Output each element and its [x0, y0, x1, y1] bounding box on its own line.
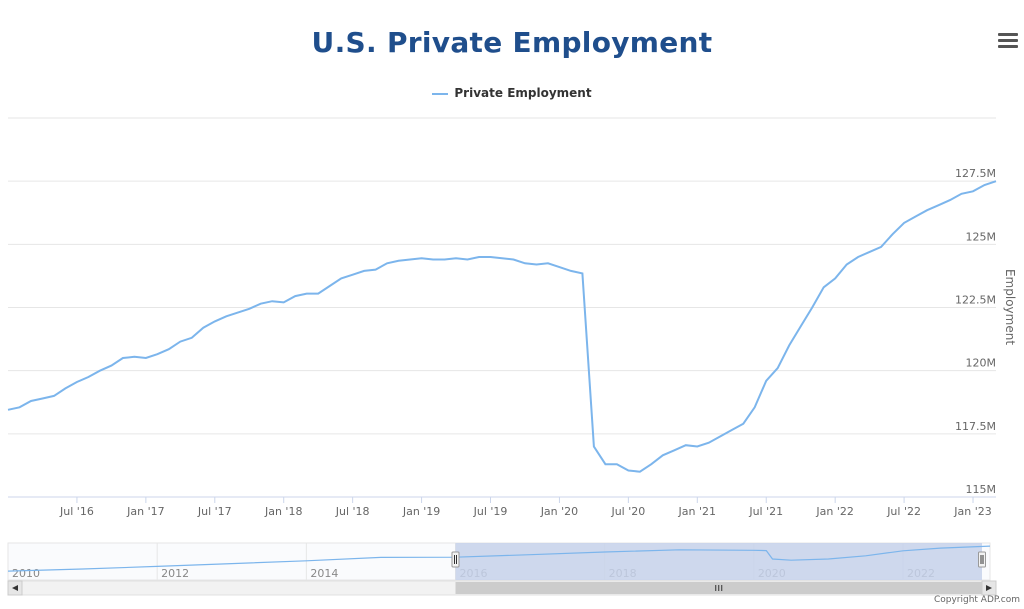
- x-tick-label: Jul '16: [59, 505, 94, 518]
- x-tick-label: Jul '21: [748, 505, 783, 518]
- hamburger-menu-icon[interactable]: [998, 33, 1018, 51]
- scroll-right-button[interactable]: [981, 580, 997, 596]
- legend-line-swatch: [432, 92, 449, 95]
- navigator-handle-left[interactable]: [451, 551, 460, 568]
- x-tick-label: Jan '17: [126, 505, 164, 518]
- series-line-private-employment[interactable]: [7, 180, 997, 473]
- x-tick-label: Jul '19: [473, 505, 508, 518]
- chart-title: U.S. Private Employment: [311, 26, 713, 59]
- x-axis: Jul '16 Jan '17 Jul '17 Jan '18 Jul '18 Jan '…: [59, 497, 992, 518]
- arrow-left-icon: [12, 585, 18, 591]
- legend[interactable]: Private Employment: [0, 86, 1024, 100]
- legend-label[interactable]: Private Employment: [454, 86, 592, 100]
- x-tick-label: Jul '17: [197, 505, 232, 518]
- gridlines: [8, 117, 996, 498]
- x-tick-label: Jan '21: [678, 505, 716, 518]
- navigator[interactable]: 2010201220142016201820202022: [7, 542, 991, 581]
- navigator-handle-right[interactable]: [978, 551, 986, 568]
- navigator-series-line: [7, 545, 991, 572]
- x-tick-label: Jul '20: [610, 505, 645, 518]
- x-tick-label: Jul '22: [886, 505, 921, 518]
- copyright-text[interactable]: Copyright ADP.com: [933, 595, 1020, 605]
- y-tick-label: 122.5M: [955, 294, 996, 307]
- x-tick-label: Jan '23: [953, 505, 991, 518]
- navigator-selection[interactable]: [455, 543, 983, 580]
- scroll-left-button[interactable]: [7, 580, 23, 596]
- y-tick-label: 115M: [966, 483, 997, 496]
- navigator-year-label: 2012: [161, 567, 189, 580]
- scrollbar[interactable]: [7, 580, 997, 596]
- navigator-year-label: 2014: [310, 567, 338, 580]
- arrow-right-icon: [986, 585, 992, 591]
- y-tick-label: 120M: [966, 357, 997, 370]
- y-axis-label: Employment: [1003, 269, 1017, 345]
- x-tick-label: Jul '18: [335, 505, 370, 518]
- y-tick-label: 127.5M: [955, 167, 996, 180]
- navigator-year-label: 2010: [12, 567, 40, 580]
- y-tick-label: 125M: [966, 230, 997, 243]
- x-tick-label: Jan '18: [264, 505, 302, 518]
- y-axis: 115M 117.5M 120M 122.5M 125M 127.5M: [955, 167, 996, 496]
- x-tick-label: Jan '20: [540, 505, 578, 518]
- grip-icon: [715, 585, 723, 591]
- x-tick-label: Jan '22: [815, 505, 853, 518]
- x-tick-label: Jan '19: [402, 505, 440, 518]
- y-tick-label: 117.5M: [955, 420, 996, 433]
